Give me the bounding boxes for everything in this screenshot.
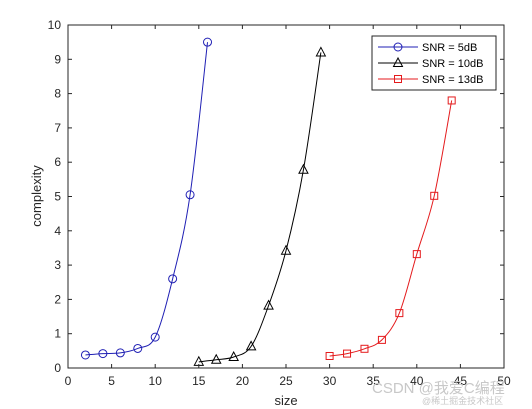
data-point [133, 343, 143, 353]
x-tick-label: 45 [454, 374, 468, 388]
y-tick-label: 0 [54, 361, 61, 375]
data-point [343, 349, 352, 358]
x-tick-label: 35 [367, 374, 381, 388]
series-2 [193, 46, 327, 366]
legend-item: SNR = 13dB [378, 74, 483, 86]
legend-box [371, 35, 497, 91]
watermark-text: CSDN @我爱C编程 [372, 380, 505, 397]
x-tick-label: 10 [149, 374, 163, 388]
data-point [263, 299, 274, 310]
legend-swatch-marker [392, 56, 404, 67]
data-point [150, 332, 160, 342]
legend-label: SNR = 10dB [422, 58, 483, 70]
series-layer [80, 37, 456, 366]
legend-item: SNR = 10dB [378, 56, 483, 70]
x-tick-label: 40 [410, 374, 424, 388]
data-point [115, 348, 125, 358]
x-tick-label: 50 [497, 374, 511, 388]
data-point [98, 349, 108, 359]
data-point [228, 350, 240, 362]
y-tick-label: 5 [54, 190, 61, 204]
data-point [447, 96, 456, 105]
y-tick-label: 4 [54, 224, 61, 238]
data-point [210, 353, 222, 364]
x-tick-label: 15 [192, 374, 206, 388]
data-point [315, 46, 327, 57]
data-point [245, 340, 257, 351]
x-tick-label: 25 [279, 374, 293, 388]
legend: SNR = 5dB SNR = 10dB SNR = 13dB [371, 35, 497, 91]
data-point [298, 163, 309, 174]
y-tick-label: 3 [54, 258, 61, 272]
data-point [80, 350, 90, 360]
legend-item: SNR = 5dB [378, 42, 477, 54]
data-point [325, 351, 334, 360]
legend-swatch-marker [394, 75, 402, 83]
data-point [280, 244, 292, 255]
watermark-subtext: @稀土掘金技术社区 [422, 396, 504, 406]
x-tick-label: 5 [108, 374, 115, 388]
legend-label: SNR = 13dB [422, 74, 483, 86]
y-tick-label: 10 [48, 18, 62, 32]
data-point [168, 274, 178, 284]
y-tick-label: 7 [54, 121, 61, 135]
y-tick-label: 6 [54, 155, 61, 169]
y-tick-label: 2 [54, 292, 61, 306]
series-3 [325, 96, 456, 360]
data-point [203, 37, 213, 47]
x-tick-label: 30 [323, 374, 337, 388]
data-point [377, 335, 386, 344]
y-tick-label: 8 [54, 87, 61, 101]
x-axis-label: size [274, 393, 297, 408]
series-line [329, 100, 453, 357]
y-axis-label: complexity [29, 165, 44, 227]
data-point [185, 190, 195, 200]
data-point [360, 344, 369, 353]
y-tick-label: 9 [54, 52, 61, 66]
series-1 [80, 37, 213, 360]
x-tick-label: 0 [65, 374, 72, 388]
data-point [412, 250, 421, 259]
legend-swatch-marker [393, 42, 403, 52]
series-line [198, 52, 322, 363]
x-tick-label: 20 [236, 374, 250, 388]
legend-label: SNR = 5dB [422, 42, 477, 54]
data-point [395, 309, 404, 318]
data-point [430, 191, 439, 200]
y-tick-label: 1 [54, 327, 61, 341]
